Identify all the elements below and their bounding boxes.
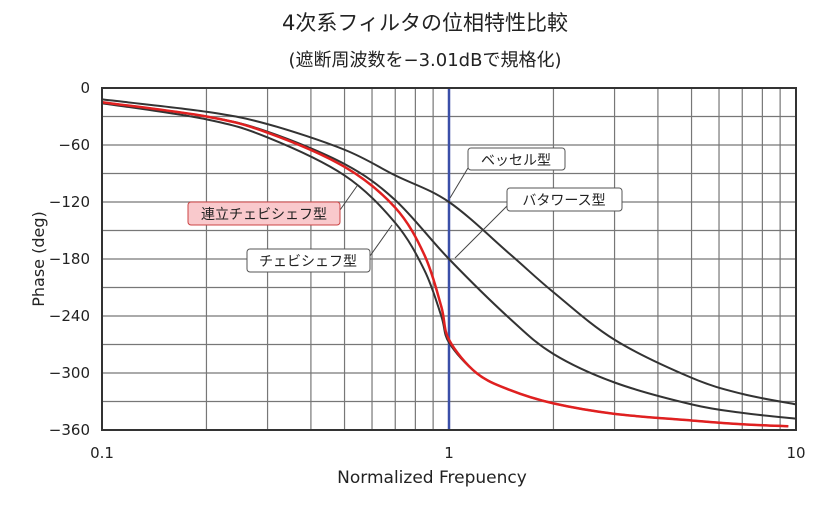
y-tick-label: −240 (49, 307, 90, 325)
y-tick-label: 0 (80, 79, 90, 97)
x-tick-label: 10 (786, 444, 805, 462)
x-tick-label: 1 (444, 444, 454, 462)
plot-frame (101, 87, 797, 431)
y-tick-label: −360 (49, 421, 90, 439)
x-axis-label: Normalized Frepuency (337, 468, 527, 488)
label-bessel: ベッセル型 (449, 147, 566, 199)
label-elliptic-text: 連立チェビシェフ型 (201, 207, 327, 223)
y-tick-label: −120 (49, 193, 90, 211)
y-tick-labels: 0 −60 −120 −180 −240 −300 −360 (49, 79, 90, 439)
chart-subtitle: (遮断周波数を−3.01dBで規格化) (289, 50, 562, 71)
y-tick-label: −180 (49, 250, 90, 268)
label-elliptic: 連立チェビシェフ型 (187, 185, 358, 226)
label-chebyshev: チェビシェフ型 (246, 224, 393, 273)
label-bessel-text: ベッセル型 (481, 153, 551, 169)
chart-title: 4次系フィルタの位相特性比較 (282, 11, 568, 35)
y-tick-label: −300 (49, 364, 90, 382)
series-line-ベッセル型 (101, 98, 797, 406)
label-chebyshev-text: チェビシェフ型 (259, 254, 357, 270)
label-butterworth-text: バタワース型 (522, 193, 605, 209)
series-line-チェビシェフ型 (101, 102, 789, 428)
y-tick-label: −60 (58, 136, 90, 154)
label-butterworth: バタワース型 (454, 187, 623, 259)
curves (101, 88, 797, 430)
y-axis-label: Phase (deg) (29, 211, 48, 307)
x-tick-label: 0.1 (90, 444, 114, 462)
series-line-連立チェビシェフ型 (101, 101, 789, 428)
